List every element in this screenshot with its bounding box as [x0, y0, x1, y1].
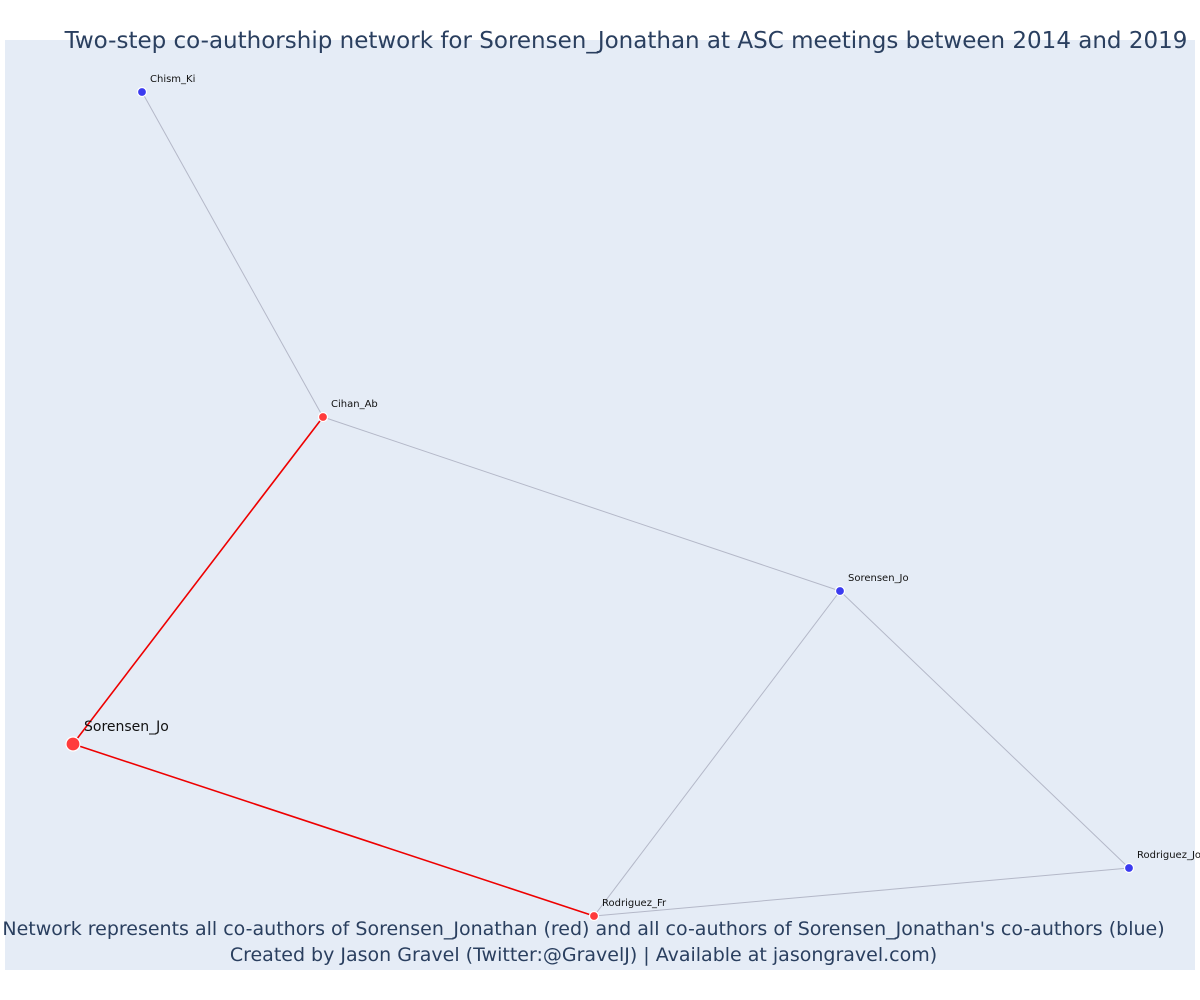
edge-rodriguez_fr-rodriguez_jo [593, 867, 1130, 917]
node-rodriguez_fr[interactable] [588, 910, 600, 922]
chart-title: Two-step co-authorship network for Soren… [64, 28, 1188, 54]
node-cihan[interactable] [317, 411, 329, 423]
node-chism[interactable] [136, 86, 148, 98]
node-rodriguez_jo[interactable] [1123, 862, 1135, 874]
node-label-rodriguez_jo: Rodriguez_Jo [1137, 850, 1200, 861]
node-label-rodriguez_fr: Rodriguez_Fr [602, 898, 667, 909]
edges-layer [72, 91, 1130, 917]
edge-cihan-chism [141, 91, 324, 418]
nodes-layer [65, 86, 1135, 922]
footer-credit: Created by Jason Gravel (Twitter:@Gravel… [229, 944, 938, 966]
edge-focal-rodriguez_fr [72, 743, 595, 917]
node-focal[interactable] [65, 736, 81, 752]
edge-focal-cihan [72, 416, 324, 745]
edge-cihan-sorensen_jo2 [322, 416, 841, 592]
labels-layer: Sorensen_Jo Cihan_Ab Rodriguez_Fr Chism_Ki S… [84, 74, 1200, 909]
node-sorensen_jo2[interactable] [834, 585, 846, 597]
node-label-cihan: Cihan_Ab [331, 399, 378, 410]
node-label-focal: Sorensen_Jo [84, 719, 169, 735]
plot-area [5, 40, 1195, 970]
node-label-sorensen_jo2: Sorensen_Jo [848, 573, 909, 584]
edge-sorensen_jo2-rodriguez_fr [593, 590, 841, 917]
edge-sorensen_jo2-rodriguez_jo [839, 590, 1130, 869]
node-label-chism: Chism_Ki [150, 74, 195, 85]
footer-caption: Network represents all co-authors of Sor… [2, 918, 1165, 940]
